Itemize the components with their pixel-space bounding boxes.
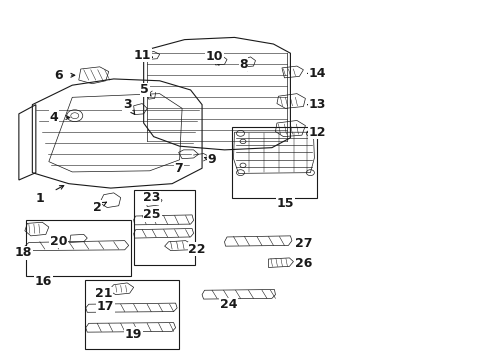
Text: 19: 19 [125,328,142,341]
Text: 18: 18 [15,246,32,259]
Text: 23: 23 [143,191,161,204]
Bar [133,190,194,265]
Bar [84,280,178,349]
Text: 11: 11 [133,49,151,62]
Text: 16: 16 [35,275,52,288]
Text: 21: 21 [95,287,112,301]
Text: 5: 5 [140,84,149,96]
Bar [26,220,130,276]
Text: 25: 25 [143,208,161,221]
Text: 14: 14 [307,67,325,80]
Text: 3: 3 [122,98,131,111]
Text: 24: 24 [219,298,237,311]
Text: 6: 6 [54,69,63,82]
Text: 22: 22 [188,243,205,256]
Text: 20: 20 [49,235,67,248]
Text: 13: 13 [307,98,325,111]
Text: 1: 1 [36,192,44,205]
Text: 12: 12 [307,126,325,139]
Text: 26: 26 [294,257,311,270]
Text: 17: 17 [97,300,114,313]
Bar [231,127,316,198]
Text: 27: 27 [294,237,311,250]
Text: 9: 9 [207,153,216,166]
Text: 2: 2 [93,201,102,214]
Text: 8: 8 [239,58,247,71]
Text: 7: 7 [174,162,183,175]
Text: 10: 10 [205,50,223,63]
Text: 4: 4 [49,111,58,124]
Text: 15: 15 [276,197,294,210]
